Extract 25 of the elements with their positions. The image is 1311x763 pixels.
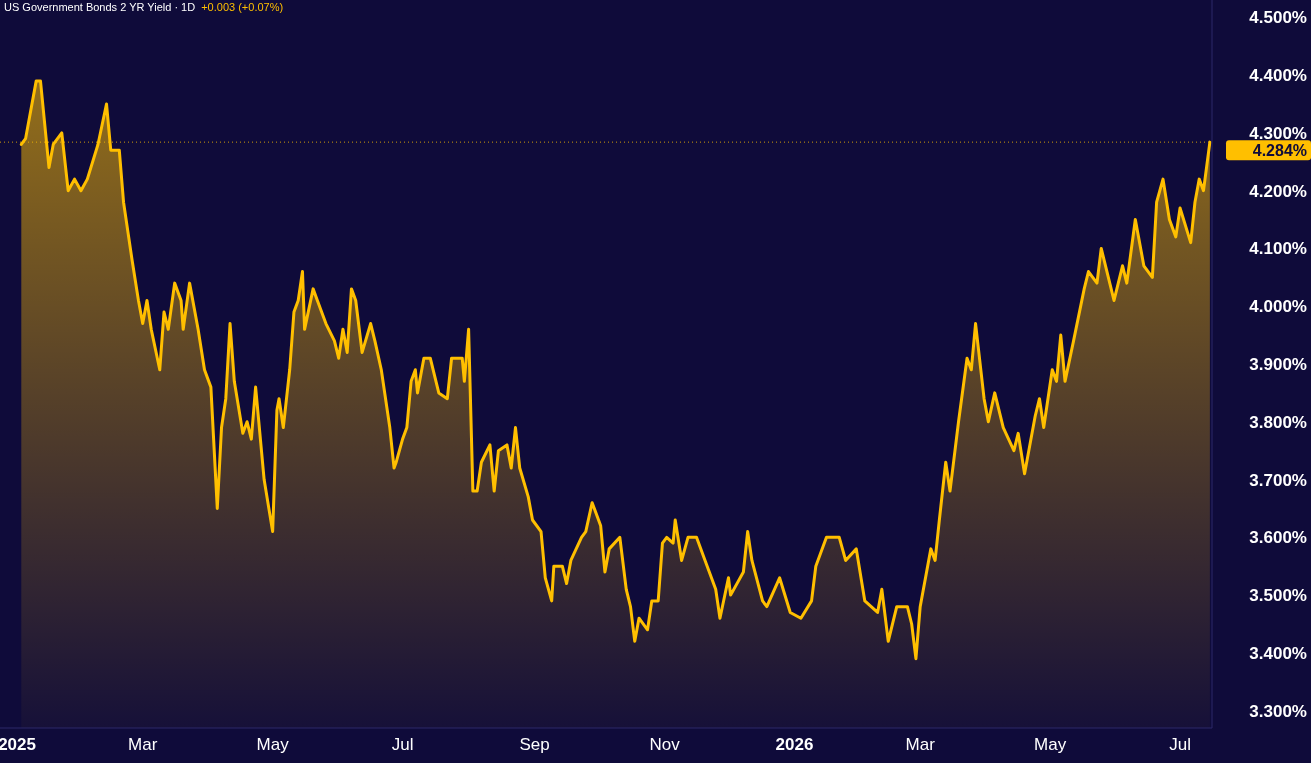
y-tick-label: 3.900%: [1249, 354, 1307, 374]
y-tick-label: 3.500%: [1249, 586, 1307, 606]
y-tick-label: 4.100%: [1249, 239, 1307, 259]
y-tick-label: 3.700%: [1249, 470, 1307, 490]
x-tick-label: Sep: [519, 734, 550, 754]
ref-line-label: 4.284%: [1252, 141, 1307, 159]
x-tick-label: Nov: [649, 734, 681, 754]
y-tick-label: 3.300%: [1249, 701, 1307, 721]
x-tick-label: May: [1034, 734, 1067, 754]
x-tick-label: Jul: [1169, 734, 1191, 754]
x-tick-label: Jul: [391, 734, 414, 754]
x-tick-label: Mar: [128, 734, 158, 754]
x-tick-label: Mar: [905, 734, 936, 754]
y-tick-label: 4.000%: [1249, 297, 1307, 317]
y-tick-label: 4.500%: [1249, 8, 1307, 28]
x-tick-label: May: [256, 734, 290, 754]
chart-subtitle: +0.003 (+0.07%): [201, 0, 284, 13]
y-tick-label: 3.400%: [1249, 643, 1307, 663]
x-tick-label: 2026: [775, 734, 814, 754]
y-tick-label: 3.600%: [1249, 528, 1307, 548]
y-tick-label: 4.200%: [1249, 181, 1307, 201]
chart-title: US Government Bonds 2 YR Yield · 1D: [4, 0, 196, 13]
y-tick-label: 4.300%: [1249, 123, 1307, 143]
y-tick-label: 4.400%: [1249, 66, 1307, 86]
y-tick-label: 3.800%: [1249, 412, 1307, 432]
